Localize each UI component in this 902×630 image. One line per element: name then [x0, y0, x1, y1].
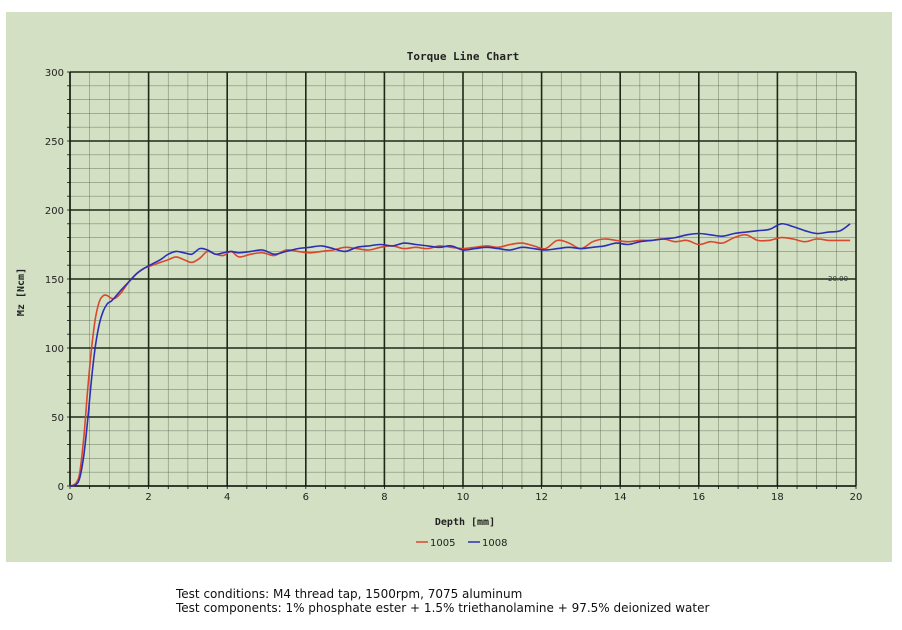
grid-layer	[69, 71, 857, 487]
x-axis-label: Depth [mm]	[435, 517, 495, 528]
y-tick-label: 50	[51, 413, 64, 424]
y-tick-label: 200	[45, 206, 64, 217]
test-caption: Test conditions: M4 thread tap, 1500rpm,…	[176, 587, 709, 615]
x-tick-label: 14	[614, 492, 627, 503]
x-tick-label: 2	[145, 492, 151, 503]
series-layer	[69, 222, 851, 487]
legend-label-1008: 1008	[482, 538, 507, 549]
y-tick-label: 300	[45, 68, 64, 79]
y-tick-label: 150	[45, 275, 64, 286]
x-tick-label: 6	[303, 492, 309, 503]
annotation-value: 20.00	[828, 275, 848, 283]
axes-layer	[67, 71, 857, 489]
x-tick-label: 12	[535, 492, 548, 503]
x-tick-label: 18	[771, 492, 784, 503]
y-tick-label: 0	[58, 482, 64, 493]
x-tick-label: 10	[457, 492, 470, 503]
series-line-1005	[69, 233, 851, 487]
x-tick-label: 8	[381, 492, 387, 503]
x-tick-label: 4	[224, 492, 230, 503]
x-tick-label: 16	[692, 492, 705, 503]
series-line-1008	[69, 222, 851, 487]
y-tick-label: 250	[45, 137, 64, 148]
chart-panel: 0 2 4 6 8 10 12 14 16 18 20 0 50 100 150 200 250 300 Torq…	[6, 12, 892, 562]
x-tick-label: 20	[850, 492, 863, 503]
y-tick-label: 100	[45, 344, 64, 355]
test-conditions-text: Test conditions: M4 thread tap, 1500rpm,…	[176, 587, 523, 601]
x-tick-label: 0	[67, 492, 73, 503]
y-axis-label: Mz [Ncm]	[16, 268, 27, 316]
test-components-text: Test components: 1% phosphate ester + 1.…	[176, 601, 710, 615]
legend-label-1005: 1005	[430, 538, 455, 549]
chart-title: Torque Line Chart	[407, 50, 520, 63]
legend: 1005 1008	[416, 538, 507, 549]
